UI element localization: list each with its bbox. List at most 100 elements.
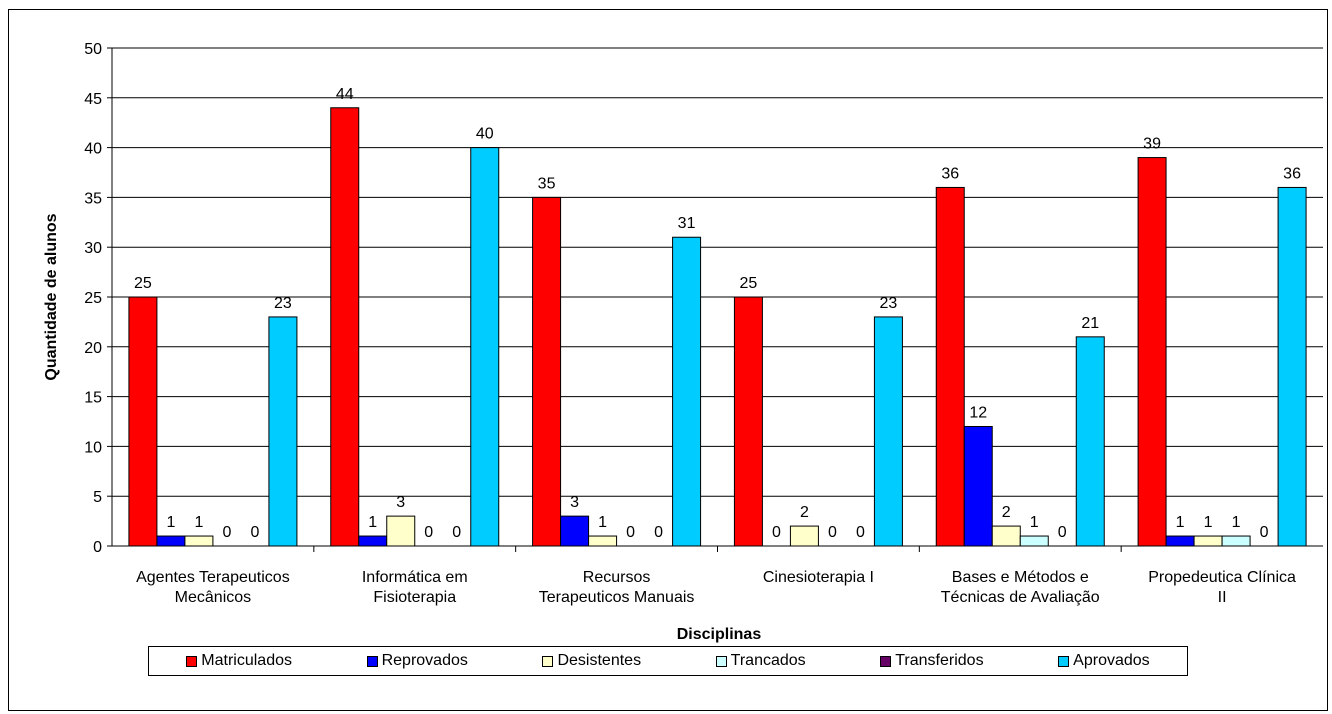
gridlines (112, 47, 1323, 497)
bar (991, 525, 1021, 547)
data-label: 21 (1081, 315, 1099, 332)
bar (1277, 186, 1307, 547)
axes (107, 47, 1323, 552)
bar (330, 107, 360, 547)
data-label: 1 (368, 514, 377, 531)
data-label: 0 (1260, 524, 1269, 541)
data-label: 25 (740, 275, 758, 292)
legend-item: Reprovados (366, 652, 468, 670)
bar (873, 316, 903, 547)
bar (935, 186, 965, 547)
data-label: 2 (1002, 504, 1011, 521)
y-tick-label: 25 (84, 290, 102, 307)
data-label: 0 (626, 524, 635, 541)
x-tick-label: Mecânicos (175, 589, 251, 606)
y-tick-label: 35 (84, 190, 102, 207)
data-label: 0 (452, 524, 461, 541)
y-tick-label: 5 (93, 489, 102, 506)
legend-label: Transferidos (895, 652, 984, 669)
data-label: 40 (476, 126, 494, 143)
legend: Matriculados Reprovados Desistentes Trancad… (148, 646, 1188, 676)
bar (184, 535, 214, 547)
legend-label: Aprovados (1073, 652, 1150, 669)
x-tick-label: Técnicas de Avaliação (941, 589, 1100, 606)
data-label: 0 (828, 524, 837, 541)
data-label: 1 (598, 514, 607, 531)
data-label: 0 (424, 524, 433, 541)
data-label: 25 (134, 275, 152, 292)
x-tick-label: Recursos (583, 569, 651, 586)
data-label: 31 (678, 215, 696, 232)
y-tick-label: 40 (84, 141, 102, 158)
bar (470, 147, 500, 547)
x-tick-label: II (1218, 589, 1227, 606)
legend-label: Desistentes (557, 652, 642, 669)
data-label: 0 (654, 524, 663, 541)
data-label: 1 (166, 514, 175, 531)
legend-item: Aprovados (1058, 652, 1150, 670)
y-tick-label: 0 (93, 539, 102, 556)
legend-swatch (366, 655, 378, 667)
data-label: 44 (336, 86, 354, 103)
x-tick-label: Terapeuticos Manuais (539, 589, 695, 606)
bar (532, 196, 562, 547)
bar (358, 535, 388, 547)
x-tick-label: Propedeutica Clínica (1148, 569, 1296, 586)
data-label: 1 (194, 514, 203, 531)
y-tick-label: 50 (84, 41, 102, 58)
data-label: 36 (941, 165, 959, 182)
x-tick-label: Agentes Terapeuticos (136, 569, 290, 586)
data-label: 23 (880, 295, 898, 312)
bar (128, 296, 158, 547)
bar (1193, 535, 1223, 547)
bar (1165, 535, 1195, 547)
legend-swatch (715, 655, 727, 667)
data-label: 3 (570, 494, 579, 511)
y-tick-label: 20 (84, 340, 102, 357)
data-label: 1 (1030, 514, 1039, 531)
legend-swatch (542, 655, 554, 667)
data-label: 0 (222, 524, 231, 541)
bar (789, 525, 819, 547)
legend-label: Reprovados (381, 652, 468, 669)
data-label: 0 (772, 524, 781, 541)
legend-swatch (1058, 655, 1070, 667)
data-label: 1 (1204, 514, 1213, 531)
y-tick-labels: 0 5 10 15 20 25 30 35 40 45 50 (84, 41, 102, 556)
bar (963, 425, 993, 547)
data-label: 3 (396, 494, 405, 511)
data-label: 1 (1232, 514, 1241, 531)
data-label: 36 (1283, 165, 1301, 182)
bar (156, 535, 186, 547)
y-tick-label: 15 (84, 390, 102, 407)
data-label: 12 (969, 404, 987, 421)
y-tick-label: 45 (84, 91, 102, 108)
y-axis-title: Quantidade de alunos (43, 213, 60, 380)
bar (1221, 535, 1251, 547)
y-tick-label: 30 (84, 240, 102, 257)
data-label: 0 (250, 524, 259, 541)
bar (733, 296, 763, 547)
data-label: 0 (856, 524, 865, 541)
data-label: 35 (538, 175, 556, 192)
x-tick-label: Fisioterapia (373, 589, 456, 606)
bar (268, 316, 298, 547)
legend-label: Trancados (730, 652, 806, 669)
x-tick-label: Bases e Métodos e (952, 569, 1089, 586)
y-tick-label: 10 (84, 439, 102, 456)
bar (386, 515, 416, 547)
x-axis-title: Disciplinas (677, 626, 762, 643)
legend-swatch (880, 655, 892, 667)
data-label: 1 (1176, 514, 1185, 531)
bar (588, 535, 618, 547)
legend-swatch (186, 655, 198, 667)
x-tick-label: Cinesioterapia I (763, 569, 874, 586)
legend-item: Desistentes (542, 652, 641, 670)
chart-frame (8, 9, 1328, 711)
legend-label: Matriculados (201, 652, 292, 669)
x-tick-label: Informática em (362, 569, 468, 586)
bar (1075, 336, 1105, 547)
legend-item: Transferidos (880, 652, 984, 670)
